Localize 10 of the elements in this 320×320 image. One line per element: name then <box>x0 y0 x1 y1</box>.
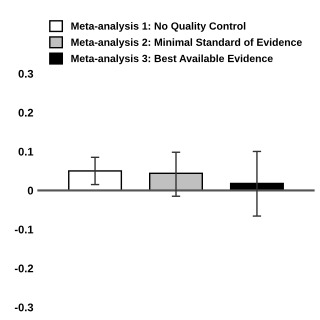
legend-label: Meta-analysis 2: Minimal Standard of Evidence <box>71 38 302 48</box>
legend-label: Meta-analysis 1: No Quality Control <box>71 22 246 32</box>
y-tick-label: 0.3 <box>18 70 34 78</box>
y-tick-label: -0.2 <box>14 264 34 272</box>
y-tick-label: -0.1 <box>14 226 34 234</box>
y-tick-label: 0.2 <box>18 108 34 117</box>
legend-label: Meta-analysis 3: Best Available Evidence <box>71 54 273 64</box>
y-tick-label: 0.1 <box>18 148 34 156</box>
y-tick-label: -0.3 <box>14 303 34 312</box>
y-tick-label: 0 <box>28 186 34 195</box>
